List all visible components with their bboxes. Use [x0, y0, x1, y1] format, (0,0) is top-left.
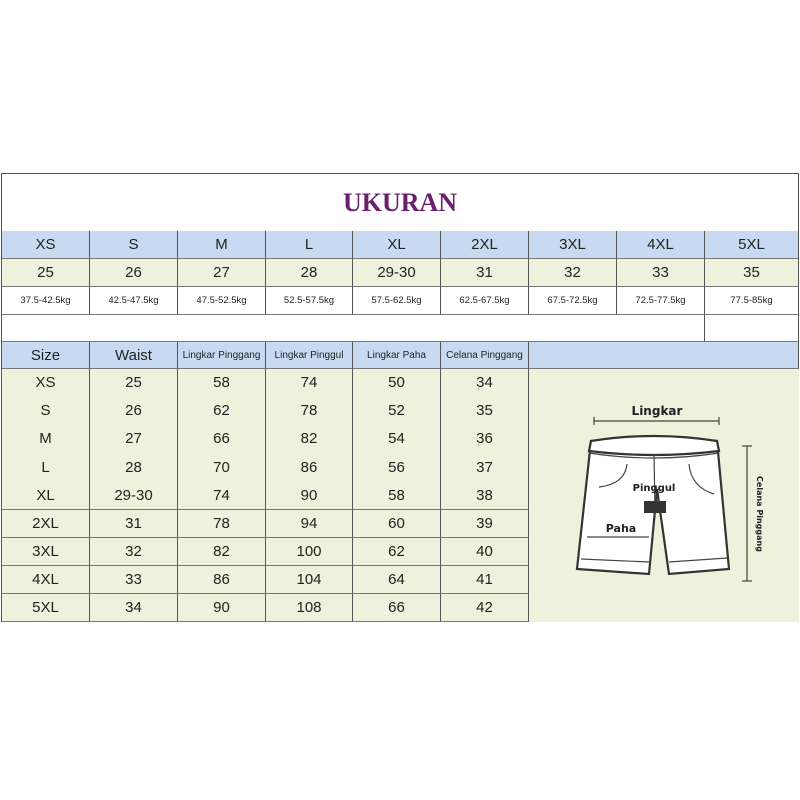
weight-cell: 57.5-62.5kg: [353, 287, 441, 315]
size-cell: S: [90, 231, 178, 259]
table-cell: 90: [178, 593, 266, 623]
table-cell: 62: [178, 397, 266, 426]
size-cell: M: [178, 231, 266, 259]
table-cell: S: [2, 397, 90, 426]
column-header: Lingkar Paha: [353, 342, 441, 369]
table-cell: 54: [353, 425, 441, 454]
chart-title: UKURAN: [2, 174, 798, 232]
column-header: Celana Pinggang: [441, 342, 529, 369]
table-cell: 27: [90, 425, 178, 454]
table-cell: 66: [178, 425, 266, 454]
table-cell: 38: [441, 481, 529, 510]
size-cell: XS: [2, 231, 90, 259]
table-cell: 28: [90, 453, 178, 482]
weight-cell: 62.5-67.5kg: [441, 287, 529, 315]
table-cell: 82: [178, 537, 266, 567]
table-cell: 32: [90, 537, 178, 567]
weight-cell: 77.5-85kg: [705, 287, 799, 315]
table-cell: 74: [178, 481, 266, 510]
size-cell: 2XL: [441, 231, 529, 259]
weight-cell: 47.5-52.5kg: [178, 287, 266, 315]
label-paha: Paha: [606, 522, 636, 535]
waist-cell: 29-30: [353, 259, 441, 287]
waist-cell: 31: [441, 259, 529, 287]
table-cell: 36: [441, 425, 529, 454]
spacer-row: [2, 315, 705, 342]
waist-cell: 33: [617, 259, 705, 287]
table-cell: 33: [90, 565, 178, 595]
table-cell: XL: [2, 481, 90, 510]
table-cell: 39: [441, 509, 529, 539]
column-header: Lingkar Pinggang: [178, 342, 266, 369]
table-cell: 78: [178, 509, 266, 539]
table-cell: 37: [441, 453, 529, 482]
weight-cell: 52.5-57.5kg: [266, 287, 353, 315]
waist-cell: 26: [90, 259, 178, 287]
table-cell: XS: [2, 369, 90, 398]
table-cell: 64: [353, 565, 441, 595]
weight-cell: 42.5-47.5kg: [90, 287, 178, 315]
table-cell: 60: [353, 509, 441, 539]
waist-cell: 28: [266, 259, 353, 287]
label-lingkar: Lingkar: [632, 404, 683, 418]
table-cell: 42: [441, 593, 529, 623]
size-cell: L: [266, 231, 353, 259]
table-cell: 66: [353, 593, 441, 623]
table-cell: 26: [90, 397, 178, 426]
table-cell: 3XL: [2, 537, 90, 567]
table-cell: 94: [266, 509, 353, 539]
table-cell: 90: [266, 481, 353, 510]
table-cell: 50: [353, 369, 441, 398]
weight-cell: 37.5-42.5kg: [2, 287, 90, 315]
weight-cell: 72.5-77.5kg: [617, 287, 705, 315]
table-cell: 86: [178, 565, 266, 595]
header-blank: [529, 342, 799, 369]
table-cell: 40: [441, 537, 529, 567]
table-cell: 56: [353, 453, 441, 482]
table-cell: 34: [441, 369, 529, 398]
size-cell: 3XL: [529, 231, 617, 259]
size-cell: 4XL: [617, 231, 705, 259]
waist-cell: 32: [529, 259, 617, 287]
table-cell: 4XL: [2, 565, 90, 595]
shorts-icon: Lingkar Pinggul Paha Celana Pinggang: [575, 404, 764, 582]
size-cell: 5XL: [705, 231, 799, 259]
table-cell: 31: [90, 509, 178, 539]
table-cell: 78: [266, 397, 353, 426]
waist-cell: 27: [178, 259, 266, 287]
label-pinggul: Pinggul: [633, 483, 676, 494]
table-cell: 108: [266, 593, 353, 623]
table-cell: L: [2, 453, 90, 482]
table-cell: M: [2, 425, 90, 454]
table-cell: 62: [353, 537, 441, 567]
table-cell: 74: [266, 369, 353, 398]
table-cell: 82: [266, 425, 353, 454]
table-cell: 104: [266, 565, 353, 595]
table-cell: 34: [90, 593, 178, 623]
table-cell: 86: [266, 453, 353, 482]
table-cell: 52: [353, 397, 441, 426]
table-cell: 35: [441, 397, 529, 426]
table-cell: 29-30: [90, 481, 178, 510]
spacer-cell: [705, 315, 799, 342]
table-cell: 58: [353, 481, 441, 510]
column-header: Waist: [90, 342, 178, 369]
table-cell: 58: [178, 369, 266, 398]
waist-cell: 25: [2, 259, 90, 287]
column-header: Size: [2, 342, 90, 369]
weight-cell: 67.5-72.5kg: [529, 287, 617, 315]
size-chart: UKURAN Lingkar Pinggul Paha Celana Pingg…: [1, 173, 799, 623]
table-cell: 5XL: [2, 593, 90, 623]
shorts-diagram: Lingkar Pinggul Paha Celana Pinggang: [529, 369, 799, 622]
table-cell: 2XL: [2, 509, 90, 539]
table-cell: 41: [441, 565, 529, 595]
column-header: Lingkar Pinggul: [266, 342, 353, 369]
size-cell: XL: [353, 231, 441, 259]
table-cell: 100: [266, 537, 353, 567]
waist-cell: 35: [705, 259, 799, 287]
label-celana-pinggang: Celana Pinggang: [755, 476, 764, 552]
table-cell: 70: [178, 453, 266, 482]
table-cell: 25: [90, 369, 178, 398]
